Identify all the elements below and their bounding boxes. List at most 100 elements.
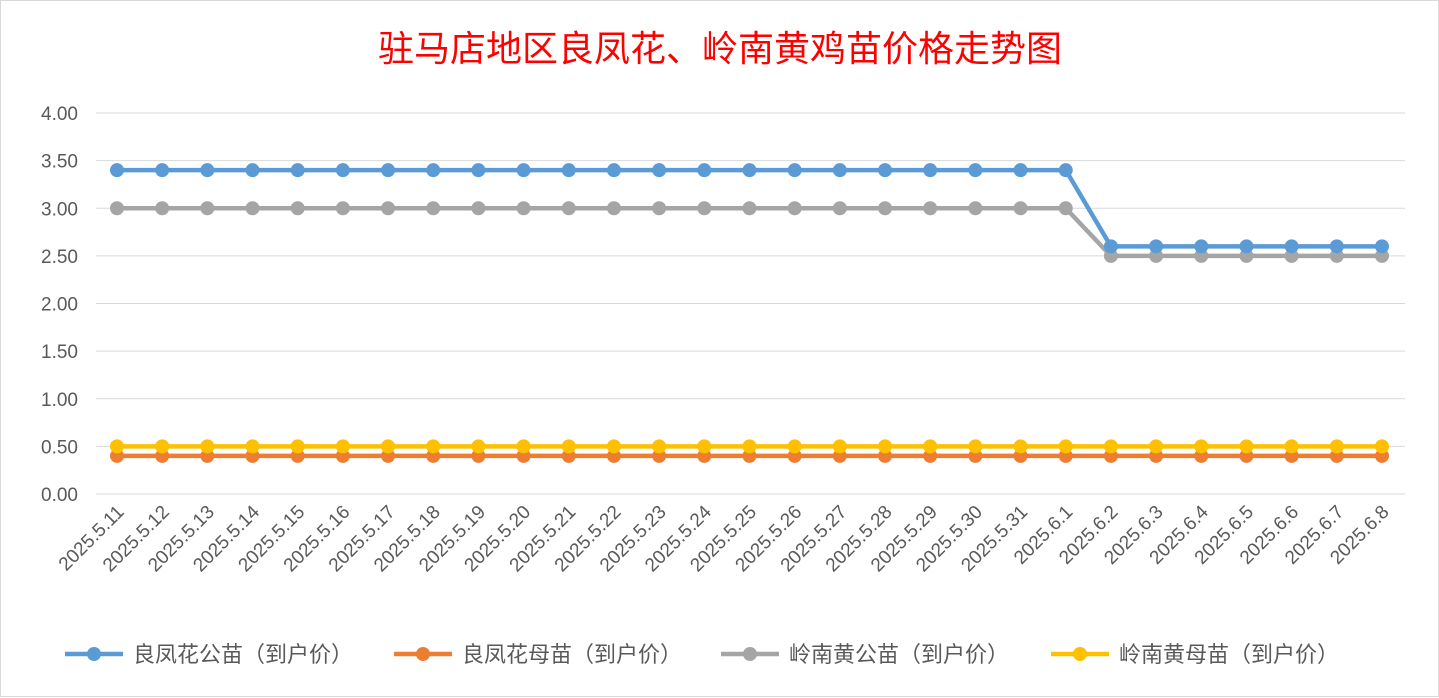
data-point — [110, 163, 124, 178]
data-point — [426, 201, 441, 216]
data-point — [1013, 201, 1028, 216]
series-lines — [110, 163, 1389, 463]
y-tick-label: 3.50 — [41, 152, 78, 173]
data-point — [516, 201, 531, 216]
data-point — [1103, 239, 1118, 254]
data-point — [787, 439, 802, 454]
data-point — [290, 163, 305, 178]
data-point — [1058, 201, 1073, 216]
data-point — [155, 163, 170, 178]
data-point — [335, 163, 350, 178]
data-point — [1239, 439, 1254, 454]
data-point — [832, 439, 847, 454]
legend-marker — [87, 647, 101, 661]
data-point — [1329, 439, 1344, 454]
data-point — [742, 163, 757, 178]
data-point — [426, 163, 441, 178]
data-point — [606, 201, 621, 216]
data-point — [1375, 239, 1389, 254]
series-0 — [110, 163, 1389, 254]
data-point — [335, 439, 350, 454]
y-tick-label: 2.50 — [41, 247, 78, 268]
data-point — [787, 201, 802, 216]
data-point — [245, 163, 260, 178]
series-3 — [110, 439, 1389, 454]
legend-item: 岭南黄母苗（到户价） — [1051, 642, 1339, 667]
y-axis-ticks: 0.00 0.50 1.00 1.50 2.00 2.50 3.00 3.50 4.00 — [41, 104, 78, 506]
data-point — [742, 201, 757, 216]
data-point — [1194, 439, 1209, 454]
y-tick-label: 1.00 — [41, 390, 78, 411]
data-point — [832, 201, 847, 216]
data-point — [652, 201, 667, 216]
data-point — [1284, 239, 1299, 254]
data-point — [968, 439, 983, 454]
data-point — [878, 439, 893, 454]
data-point — [335, 201, 350, 216]
data-point — [697, 201, 712, 216]
y-tick-label: 0.50 — [41, 437, 78, 458]
legend-label: 岭南黄母苗（到户价） — [1119, 642, 1339, 667]
data-point — [561, 201, 576, 216]
data-point — [968, 201, 983, 216]
data-point — [561, 439, 576, 454]
data-point — [561, 163, 576, 178]
data-point — [1284, 439, 1299, 454]
data-point — [516, 439, 531, 454]
data-point — [516, 163, 531, 178]
y-tick-label: 3.00 — [41, 199, 78, 220]
data-point — [471, 201, 486, 216]
legend-label: 良凤花母苗（到户价） — [462, 642, 682, 667]
data-point — [1375, 439, 1389, 454]
legend-marker — [1073, 647, 1087, 661]
data-point — [1013, 163, 1028, 178]
legend-marker — [416, 647, 430, 661]
data-point — [697, 163, 712, 178]
data-point — [381, 163, 396, 178]
data-point — [290, 439, 305, 454]
data-point — [381, 201, 396, 216]
data-point — [1149, 239, 1164, 254]
data-point — [245, 201, 260, 216]
data-point — [1058, 439, 1073, 454]
data-point — [923, 201, 938, 216]
legend-item: 良凤花公苗（到户价） — [65, 642, 353, 667]
y-tick-label: 2.00 — [41, 295, 78, 316]
y-tick-label: 0.00 — [41, 485, 78, 506]
data-point — [606, 163, 621, 178]
data-point — [832, 163, 847, 178]
data-point — [471, 439, 486, 454]
data-point — [606, 439, 621, 454]
data-point — [878, 163, 893, 178]
legend-label: 岭南黄公苗（到户价） — [789, 642, 1009, 667]
data-point — [200, 201, 215, 216]
data-point — [290, 201, 305, 216]
data-point — [471, 163, 486, 178]
data-point — [1013, 439, 1028, 454]
data-point — [155, 439, 170, 454]
data-point — [381, 439, 396, 454]
legend-item: 岭南黄公苗（到户价） — [721, 642, 1009, 667]
data-point — [110, 201, 124, 216]
data-point — [742, 439, 757, 454]
legend-marker — [743, 647, 757, 661]
data-point — [1239, 239, 1254, 254]
series-2 — [110, 201, 1389, 263]
data-point — [1329, 239, 1344, 254]
data-point — [787, 163, 802, 178]
data-point — [1194, 239, 1209, 254]
data-point — [923, 439, 938, 454]
data-point — [652, 439, 667, 454]
data-point — [1149, 439, 1164, 454]
x-axis-ticks: 2025.5.112025.5.122025.5.132025.5.142025… — [55, 501, 1394, 576]
data-point — [968, 163, 983, 178]
legend-label: 良凤花公苗（到户价） — [133, 642, 353, 667]
chart-title: 驻马店地区良凤花、岭南黄鸡苗价格走势图 — [378, 29, 1062, 70]
data-point — [878, 201, 893, 216]
data-point — [923, 163, 938, 178]
data-point — [652, 163, 667, 178]
y-tick-label: 1.50 — [41, 342, 78, 363]
data-point — [200, 439, 215, 454]
